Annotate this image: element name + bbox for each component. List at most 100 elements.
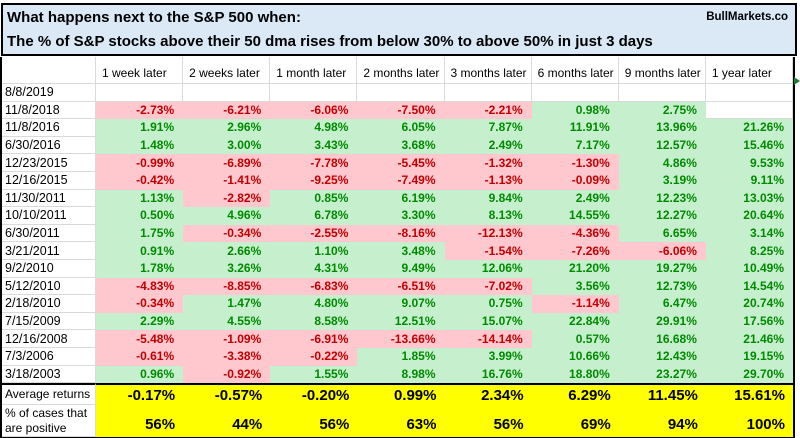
return-cell[interactable]: 2.75% [618,101,706,120]
return-cell[interactable]: 3.00% [183,136,271,155]
return-cell[interactable]: -1.13% [444,171,532,190]
return-cell[interactable]: -7.02% [444,277,532,296]
return-cell[interactable]: -6.06% [618,242,706,260]
corner-cell[interactable] [2,57,96,84]
return-cell[interactable]: -0.92% [183,365,271,384]
return-cell[interactable]: 19.27% [618,259,706,278]
return-cell[interactable]: 14.54% [705,277,793,296]
return-cell[interactable]: -6.51% [357,277,445,296]
return-cell[interactable]: -12.13% [444,224,532,243]
date-cell[interactable]: 7/3/2006 [2,347,96,366]
return-cell[interactable]: 1.91% [96,119,184,137]
return-cell[interactable]: -1.54% [444,242,532,260]
date-cell[interactable]: 6/30/2016 [2,136,96,155]
return-cell[interactable]: 2.29% [96,312,184,331]
return-cell[interactable]: -3.38% [183,347,271,366]
column-header[interactable]: 1 month later [270,57,358,84]
return-cell[interactable]: 4.86% [618,154,706,172]
return-cell[interactable]: -5.45% [357,154,445,172]
return-cell[interactable]: -2.73% [96,101,184,120]
return-cell[interactable]: 21.20% [531,259,619,278]
column-header[interactable]: 9 months later [618,57,706,84]
return-cell[interactable] [618,84,706,102]
return-cell[interactable]: 1.55% [270,365,358,384]
return-cell[interactable]: 12.27% [618,207,706,225]
date-cell[interactable]: 3/18/2003 [2,365,96,384]
return-cell[interactable]: 0.85% [270,189,358,208]
return-cell[interactable]: 21.46% [705,330,793,348]
date-cell[interactable]: 9/2/2010 [2,259,96,278]
return-cell[interactable]: 19.15% [705,347,793,366]
return-cell[interactable]: -7.26% [531,242,619,260]
return-cell[interactable]: 6.19% [357,189,445,208]
return-cell[interactable]: 6.78% [270,207,358,225]
return-cell[interactable]: 3.19% [618,171,706,190]
return-cell[interactable]: 13.96% [618,119,706,137]
return-cell[interactable]: 3.43% [270,136,358,155]
return-cell[interactable]: -9.25% [270,171,358,190]
summary-value-cell[interactable]: 69% [531,405,619,438]
return-cell[interactable] [96,84,184,102]
return-cell[interactable]: -7.49% [357,171,445,190]
return-cell[interactable]: 12.23% [618,189,706,208]
return-cell[interactable]: -7.50% [357,101,445,120]
date-cell[interactable]: 11/30/2011 [2,189,96,208]
return-cell[interactable]: -6.89% [183,154,271,172]
summary-value-cell[interactable]: 94% [618,405,706,438]
summary-value-cell[interactable]: 56% [270,405,358,438]
return-cell[interactable]: -0.42% [96,171,184,190]
return-cell[interactable]: 14.55% [531,207,619,225]
return-cell[interactable]: 6.65% [618,224,706,243]
return-cell[interactable]: -1.41% [183,171,271,190]
return-cell[interactable]: 21.26% [705,119,793,137]
return-cell[interactable]: 2.96% [183,119,271,137]
return-cell[interactable]: 6.47% [618,295,706,313]
date-cell[interactable]: 6/30/2011 [2,224,96,243]
return-cell[interactable] [183,84,271,102]
return-cell[interactable]: -7.78% [270,154,358,172]
return-cell[interactable]: 0.96% [96,365,184,384]
return-cell[interactable]: 29.91% [618,312,706,331]
return-cell[interactable]: 4.31% [270,259,358,278]
date-cell[interactable]: 12/16/2015 [2,171,96,190]
return-cell[interactable]: -1.32% [444,154,532,172]
return-cell[interactable]: 9.84% [444,189,532,208]
column-header[interactable]: 2 months later [357,57,445,84]
return-cell[interactable]: 20.64% [705,207,793,225]
return-cell[interactable]: 7.87% [444,119,532,137]
summary-value-cell[interactable]: 15.61% [705,383,793,406]
return-cell[interactable]: 12.57% [618,136,706,155]
return-cell[interactable]: 3.48% [357,242,445,260]
return-cell[interactable]: -1.09% [183,330,271,348]
date-cell[interactable]: 10/10/2011 [2,207,96,225]
column-header[interactable]: 6 months later [531,57,619,84]
return-cell[interactable]: 18.80% [531,365,619,384]
date-cell[interactable]: 5/12/2010 [2,277,96,296]
return-cell[interactable]: 12.43% [618,347,706,366]
return-cell[interactable]: 12.73% [618,277,706,296]
summary-label[interactable]: Average returns [2,383,96,406]
return-cell[interactable]: 0.91% [96,242,184,260]
return-cell[interactable]: 13.03% [705,189,793,208]
return-cell[interactable]: -6.06% [270,101,358,120]
return-cell[interactable]: 2.66% [183,242,271,260]
return-cell[interactable]: 3.68% [357,136,445,155]
return-cell[interactable]: 10.66% [531,347,619,366]
return-cell[interactable]: 22.84% [531,312,619,331]
summary-label[interactable]: % of cases that are positive [2,405,96,438]
return-cell[interactable]: 9.11% [705,171,793,190]
date-cell[interactable]: 11/8/2018 [2,101,96,120]
return-cell[interactable]: 1.13% [96,189,184,208]
return-cell[interactable]: -0.09% [531,171,619,190]
return-cell[interactable]: -2.55% [270,224,358,243]
return-cell[interactable]: -6.21% [183,101,271,120]
return-cell[interactable]: -2.82% [183,189,271,208]
return-cell[interactable]: 10.49% [705,259,793,278]
return-cell[interactable]: -2.21% [444,101,532,120]
return-cell[interactable]: 2.49% [444,136,532,155]
return-cell[interactable]: 7.17% [531,136,619,155]
return-cell[interactable]: 16.76% [444,365,532,384]
return-cell[interactable]: 6.05% [357,119,445,137]
return-cell[interactable]: -5.48% [96,330,184,348]
return-cell[interactable]: 16.68% [618,330,706,348]
